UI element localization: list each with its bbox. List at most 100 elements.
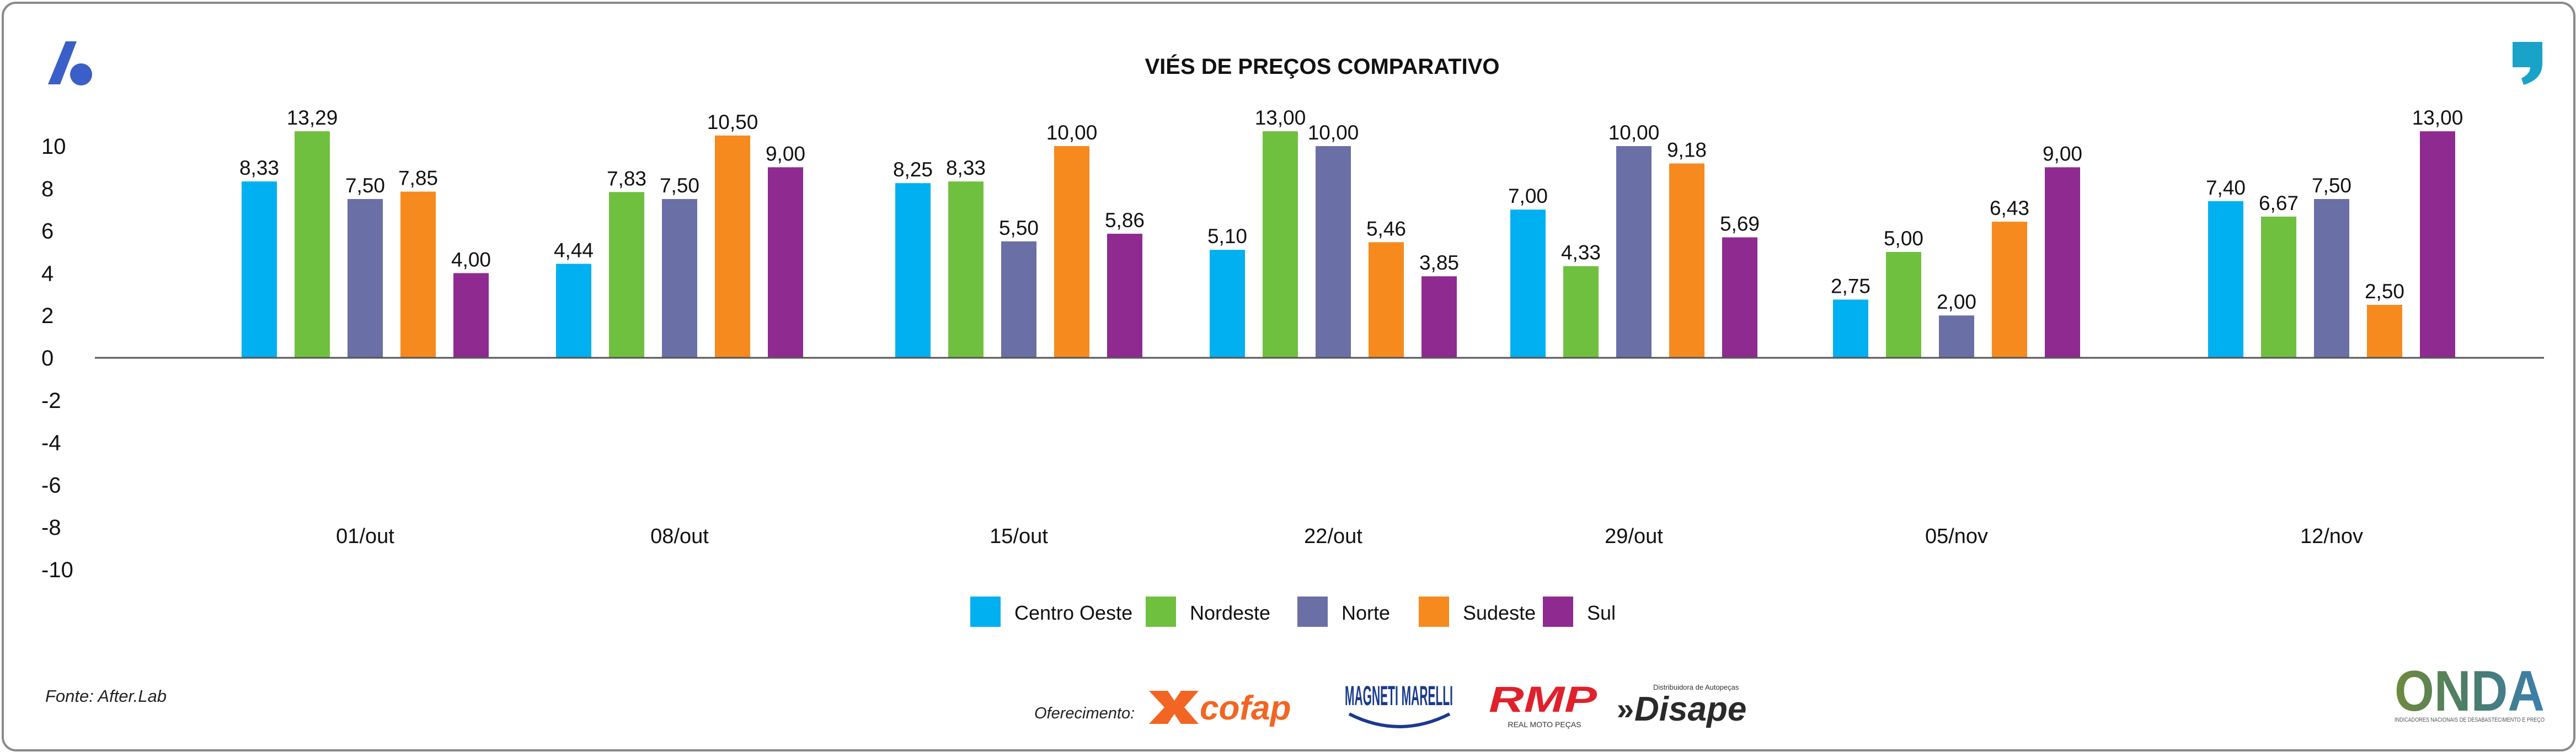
bar-norte-08/out bbox=[662, 199, 697, 358]
bar-value-label: 7,50 bbox=[660, 174, 699, 197]
y-tick-label: 0 bbox=[41, 346, 54, 370]
bar-value-label: 3,85 bbox=[1419, 251, 1459, 274]
bar-value-label: 10,00 bbox=[1308, 121, 1359, 144]
source-note: Fonte: After.Lab bbox=[45, 686, 167, 706]
x-category-label: 12/nov bbox=[2300, 525, 2363, 548]
bars bbox=[242, 131, 2455, 358]
bar-norte-22/out bbox=[1316, 146, 1351, 358]
legend-label: Sul bbox=[1587, 601, 1616, 624]
disape-tagline: Distribuidora de Autopeças bbox=[1653, 683, 1739, 691]
legend-swatch bbox=[970, 597, 1001, 627]
disape-text: Disape bbox=[1634, 690, 1746, 728]
svg-text:»: » bbox=[1617, 691, 1634, 726]
bar-value-label: 5,86 bbox=[1105, 209, 1145, 232]
bar-norte-12/nov bbox=[2314, 199, 2349, 358]
bar-nordeste-01/out bbox=[295, 131, 330, 358]
y-tick-label: 2 bbox=[41, 304, 54, 328]
y-tick-label: 10 bbox=[41, 135, 66, 159]
bar-sul-08/out bbox=[768, 167, 803, 358]
cofap-text: cofap bbox=[1200, 689, 1291, 727]
bar-value-label: 5,50 bbox=[999, 217, 1039, 239]
bar-norte-01/out bbox=[348, 199, 383, 358]
bar-value-label: 5,69 bbox=[1720, 213, 1760, 235]
y-tick-label: 8 bbox=[41, 177, 54, 201]
disape-logo: Distribuidora de Autopeças » Disape bbox=[1617, 683, 1746, 728]
bar-value-label: 5,46 bbox=[1366, 217, 1406, 240]
y-tick-label: -4 bbox=[41, 431, 61, 455]
legend-swatch bbox=[1297, 597, 1328, 627]
bar-norte-29/out bbox=[1616, 146, 1652, 358]
legend-label: Nordeste bbox=[1190, 601, 1270, 624]
y-tick-label: 4 bbox=[41, 261, 54, 286]
bar-value-label: 8,25 bbox=[893, 158, 933, 181]
bar-sul-01/out bbox=[453, 273, 489, 358]
bar-value-label: 4,00 bbox=[451, 248, 491, 271]
y-tick-label: -6 bbox=[41, 473, 61, 497]
brand-logo-icon bbox=[48, 41, 92, 85]
bar-value-label: 13,29 bbox=[287, 106, 338, 129]
bar-value-label: 8,33 bbox=[946, 157, 986, 179]
bar-value-label: 13,00 bbox=[1255, 106, 1306, 129]
bar-value-label: 5,10 bbox=[1207, 225, 1247, 248]
bar-value-label: 9,00 bbox=[766, 142, 805, 165]
bar-value-label: 2,75 bbox=[1831, 275, 1870, 297]
bar-norte-05/nov bbox=[1939, 315, 1974, 358]
y-tick-label: -8 bbox=[41, 515, 61, 540]
y-tick-label: -10 bbox=[41, 558, 73, 582]
bar-value-label: 6,43 bbox=[1990, 197, 2029, 219]
bar-value-label: 8,33 bbox=[239, 157, 279, 179]
bar-sudeste-29/out bbox=[1669, 163, 1704, 358]
bar-sudeste-15/out bbox=[1054, 146, 1089, 358]
bar-value-label: 4,44 bbox=[554, 239, 594, 262]
bar-nordeste-08/out bbox=[609, 192, 644, 358]
bar-value-label: 7,85 bbox=[398, 167, 438, 190]
bar-value-label: 6,67 bbox=[2259, 192, 2299, 214]
rmp-text: RMP bbox=[1489, 682, 1597, 719]
bar-centro-oeste-01/out bbox=[242, 181, 277, 358]
cofap-logo: cofap bbox=[1149, 689, 1291, 727]
bar-labels: 8,33 13,29 7,50 7,85 4,00 4,44 7,83 7,50 10,50 9,… bbox=[239, 106, 2463, 313]
bar-centro-oeste-29/out bbox=[1510, 210, 1546, 358]
x-axis-labels: 01/out 08/out 15/out 22/out 29/out 05/nov 12/n… bbox=[336, 525, 2363, 548]
bar-centro-oeste-12/nov bbox=[2208, 201, 2243, 358]
sponsor-label: Oferecimento: bbox=[1034, 705, 1135, 722]
bar-sul-12/nov bbox=[2420, 131, 2455, 358]
chart-title: VIÉS DE PREÇOS COMPARATIVO bbox=[1145, 54, 1499, 79]
bar-sudeste-05/nov bbox=[1992, 222, 2027, 358]
bar-value-label: 5,00 bbox=[1884, 227, 1923, 250]
bar-value-label: 9,18 bbox=[1667, 138, 1707, 161]
legend-swatch bbox=[1419, 597, 1449, 627]
quote-logo-icon bbox=[2513, 42, 2542, 85]
y-axis: 10 8 6 4 2 0 -2 -4 -6 -8 -10 bbox=[41, 135, 73, 582]
legend-label: Sudeste bbox=[1463, 601, 1536, 624]
bar-nordeste-15/out bbox=[948, 181, 984, 358]
x-category-label: 01/out bbox=[336, 525, 394, 548]
bar-sul-05/nov bbox=[2045, 167, 2080, 358]
y-tick-label: -2 bbox=[41, 389, 61, 413]
bar-value-label: 2,50 bbox=[2365, 280, 2404, 303]
bar-value-label: 7,40 bbox=[2206, 176, 2246, 199]
bar-chart: VIÉS DE PREÇOS COMPARATIVO 10 8 6 4 2 0 -2 -4 -6… bbox=[41, 54, 2544, 627]
onda-tagline: INDICADORES NACIONAIS DE DESABASTECIMENT… bbox=[2395, 717, 2545, 723]
x-category-label: 08/out bbox=[650, 525, 709, 548]
bar-value-label: 4,33 bbox=[1561, 241, 1601, 264]
bar-value-label: 13,00 bbox=[2412, 106, 2463, 129]
legend-label: Norte bbox=[1342, 601, 1390, 624]
bar-sul-22/out bbox=[1421, 276, 1457, 358]
bar-value-label: 2,00 bbox=[1937, 291, 1976, 313]
magneti-marelli-logo: MAGNETI MARELLI bbox=[1345, 680, 1453, 728]
bar-value-label: 7,50 bbox=[2312, 174, 2351, 197]
x-category-label: 22/out bbox=[1304, 525, 1362, 548]
onda-text: ONDA bbox=[2395, 664, 2545, 723]
bar-centro-oeste-08/out bbox=[556, 264, 591, 358]
bar-value-label: 10,00 bbox=[1608, 121, 1660, 144]
magneti-marelli-text: MAGNETI MARELLI bbox=[1345, 680, 1453, 711]
onda-logo: ONDA INDICADORES NACIONAIS DE DESABASTEC… bbox=[2395, 664, 2545, 723]
bar-value-label: 7,50 bbox=[345, 174, 385, 197]
bar-centro-oeste-15/out bbox=[895, 183, 931, 358]
bar-nordeste-22/out bbox=[1263, 131, 1298, 358]
bar-centro-oeste-22/out bbox=[1210, 250, 1245, 358]
rmp-logo: RMP REAL MOTO PEÇAS bbox=[1489, 682, 1597, 729]
legend: Centro Oeste Nordeste Norte Sudeste Sul bbox=[970, 597, 1616, 627]
